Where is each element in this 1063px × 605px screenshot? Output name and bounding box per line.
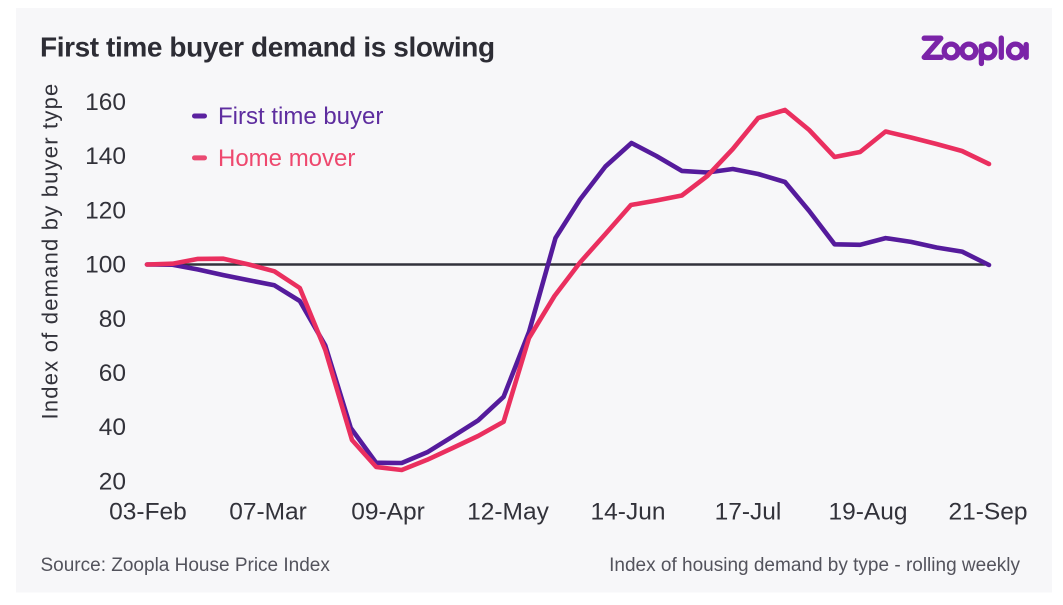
svg-text:Index of housing demand by typ: Index of housing demand by type - rollin…	[609, 555, 1020, 576]
svg-text:First time buyer demand is slo: First time buyer demand is slowing	[40, 32, 495, 63]
svg-text:100: 100	[85, 252, 126, 279]
svg-text:80: 80	[99, 306, 126, 333]
svg-text:20: 20	[99, 468, 126, 495]
svg-text:09-Apr: 09-Apr	[351, 498, 425, 525]
svg-text:First time buyer: First time buyer	[218, 103, 383, 130]
svg-text:140: 140	[85, 143, 126, 170]
svg-text:21-Sep: 21-Sep	[948, 498, 1027, 525]
svg-text:160: 160	[85, 89, 126, 116]
svg-text:40: 40	[99, 414, 126, 441]
svg-text:17-Jul: 17-Jul	[715, 498, 782, 525]
svg-text:Index of demand by buyer type: Index of demand by buyer type	[38, 83, 63, 420]
svg-text:60: 60	[99, 360, 126, 387]
svg-text:12-May: 12-May	[467, 498, 549, 525]
svg-text:120: 120	[85, 197, 126, 224]
svg-text:14-Jun: 14-Jun	[591, 498, 666, 525]
svg-text:03-Feb: 03-Feb	[109, 498, 187, 525]
svg-text:Home mover: Home mover	[218, 145, 355, 172]
svg-text:07-Mar: 07-Mar	[229, 498, 307, 525]
svg-text:19-Aug: 19-Aug	[828, 498, 907, 525]
svg-text:Source: Zoopla House Price Ind: Source: Zoopla House Price Index	[41, 555, 331, 576]
